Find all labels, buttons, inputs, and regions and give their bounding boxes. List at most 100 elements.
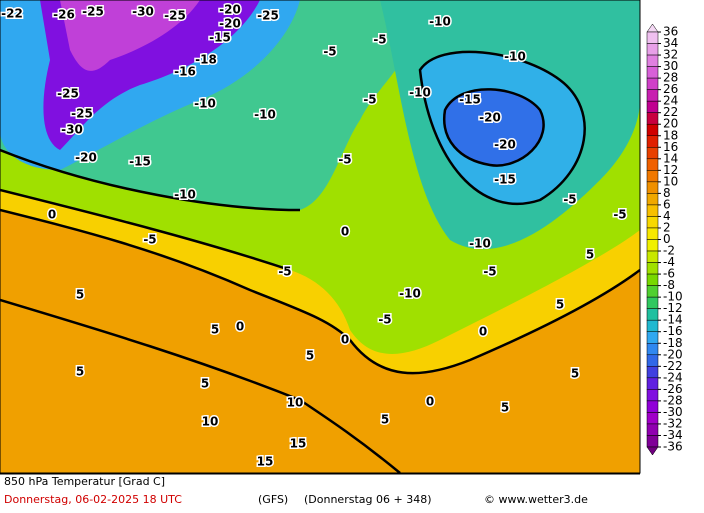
contour-label: -10: [399, 287, 421, 301]
contour-label: -5: [613, 208, 626, 222]
legend-tick-label: 16: [663, 140, 678, 154]
legend-swatch: [646, 181, 659, 194]
contour-label: -22: [1, 7, 23, 21]
legend-tick-label: -8: [663, 278, 675, 292]
legend-swatch: [646, 331, 659, 344]
contour-label: -5: [143, 233, 156, 247]
contour-label: -25: [57, 87, 79, 101]
legend-tick-label: 20: [663, 117, 678, 131]
contour-label: -10: [429, 15, 451, 29]
contour-label: 5: [571, 367, 579, 381]
contour-labels: -22 -26 -25 -30 -25 -20 -25-20-15-18-16-25-25-…: [0, 1, 628, 470]
contour-label: -18: [195, 53, 217, 67]
contour-label: 15: [290, 437, 307, 451]
legend-tick-label: 12: [663, 163, 678, 177]
legend-swatch: [646, 250, 659, 263]
contour-label: 5: [556, 298, 564, 312]
legend-swatch: [646, 423, 659, 436]
contour-label: -15: [494, 173, 516, 187]
legend-tick-label: -34: [663, 428, 683, 442]
contour-label: -10: [174, 188, 196, 202]
legend-swatch: [646, 100, 659, 113]
contour-label: -25: [164, 9, 186, 23]
legend-swatch: [646, 43, 659, 56]
legend-swatch: [646, 262, 659, 275]
legend-tick-label: -26: [663, 382, 683, 396]
contour-label: 5: [76, 288, 84, 302]
contour-label: 10: [202, 415, 219, 429]
legend-arrow-top: [646, 23, 659, 33]
legend-tick-label: 18: [663, 128, 678, 142]
legend-swatch: [646, 285, 659, 298]
contour-label: -5: [483, 265, 496, 279]
legend-tick-label: 30: [663, 59, 678, 73]
footer-title: 850 hPa Temperatur [Grad C]: [4, 475, 165, 488]
contour-label: -10: [194, 97, 216, 111]
legend-swatch: [646, 54, 659, 67]
contour-label: -10: [254, 108, 276, 122]
contour-label: -20: [479, 111, 501, 125]
legend-tick-label: 36: [663, 25, 678, 39]
legend-swatch: [646, 112, 659, 125]
contour-label: -10: [409, 86, 431, 100]
legend-tick-label: 34: [663, 36, 678, 50]
legend-tick-label: -20: [663, 347, 683, 361]
legend-swatch: [646, 135, 659, 148]
contour-label: -5: [563, 193, 576, 207]
contour-label: 5: [76, 365, 84, 379]
legend-swatch: [646, 308, 659, 321]
contour-label: 0: [236, 320, 244, 334]
legend-tick-label: -2: [663, 244, 675, 258]
footer-date: Donnerstag, 06-02-2025 18 UTC: [4, 493, 182, 506]
legend-tick-label: 28: [663, 71, 678, 85]
legend-swatch: [646, 366, 659, 379]
contour-label: -10: [504, 50, 526, 64]
legend-tick-label: 8: [663, 186, 671, 200]
footer-copyright: © www.wetter3.de: [484, 493, 588, 506]
contour-label: -20: [219, 3, 241, 17]
contour-label: -16: [174, 65, 196, 79]
legend-swatch: [646, 204, 659, 217]
legend-swatch: [646, 412, 659, 425]
contour-label: -5: [363, 93, 376, 107]
legend-arrow-bottom: [646, 446, 659, 456]
legend-tick-label: 32: [663, 48, 678, 62]
contour-label: -5: [278, 265, 291, 279]
contour-label: 0: [479, 325, 487, 339]
contour-label: -5: [373, 33, 386, 47]
contour-label: 5: [501, 401, 509, 415]
legend-tick-label: -30: [663, 405, 683, 419]
legend-tick-label: -22: [663, 359, 683, 373]
legend-swatch: [646, 77, 659, 90]
footer-model: (GFS): [258, 493, 288, 506]
legend-tick-label: -36: [663, 440, 683, 454]
legend-tick-label: 22: [663, 105, 678, 119]
legend-tick-label: 14: [663, 151, 678, 165]
legend-swatch: [646, 216, 659, 229]
legend-tick-label: 2: [663, 220, 671, 234]
legend-swatch: [646, 354, 659, 367]
legend-tick-label: -16: [663, 324, 683, 338]
contour-label: 15: [257, 455, 274, 469]
legend-tick-label: -18: [663, 336, 683, 350]
legend-tick-label: 26: [663, 82, 678, 96]
legend-swatch: [646, 227, 659, 240]
legend-tick-label: 24: [663, 94, 678, 108]
contour-label: 0: [48, 208, 56, 222]
legend-tick-label: 4: [663, 209, 671, 223]
legend-tick-label: 6: [663, 197, 671, 211]
contour-label: 5: [201, 377, 209, 391]
contour-label: 5: [381, 413, 389, 427]
legend-tick-label: 0: [663, 232, 671, 246]
contour-label: -30: [61, 123, 83, 137]
contour-label: -25: [82, 5, 104, 19]
legend-swatch: [646, 89, 659, 102]
contour-label: -5: [338, 153, 351, 167]
contour-label: -5: [378, 313, 391, 327]
legend-swatch: [646, 400, 659, 413]
legend-swatch: [646, 389, 659, 402]
legend-swatch: [646, 158, 659, 171]
map-frame: [0, 0, 641, 474]
map: -22 -26 -25 -30 -25 -20 -25-20-15-18-16-25-25-…: [0, 0, 640, 473]
